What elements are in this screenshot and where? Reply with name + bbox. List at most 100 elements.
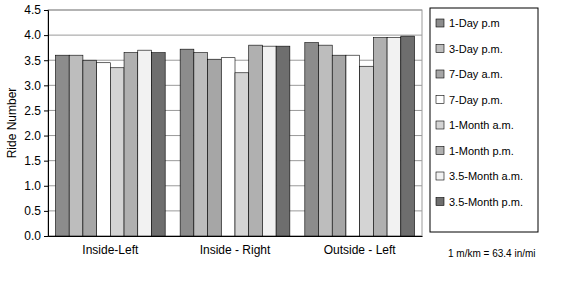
grid: [48, 10, 422, 236]
y-tick: 1.5: [24, 154, 48, 168]
legend-label: 1-Month a.m.: [449, 119, 514, 131]
y-axis: 0.0 0.5 1.0 1.5 2.0 2.5 3.0 3.5 4.0 4.5: [24, 3, 48, 243]
x-tick: Outside - Left: [324, 243, 397, 257]
bar: [97, 63, 111, 236]
y-axis-title: Ride Number: [5, 88, 19, 159]
legend-box: [430, 8, 538, 232]
bar: [346, 55, 360, 236]
y-tick-mark: [44, 60, 48, 61]
annotation: 1 m/km = 63.4 in/mi: [448, 248, 536, 259]
series: [124, 38, 387, 236]
plot-frame: [48, 10, 422, 236]
legend-entry: 7-Day a.m.: [436, 68, 503, 80]
series: [138, 38, 401, 236]
x-tick-label: Outside - Left: [324, 243, 397, 257]
legend: 1-Day p.m 3-Day p.m. 7-Day a.m. 7-Day p.m. 1…: [430, 8, 538, 232]
bar: [69, 55, 83, 236]
y-tick-mark: [44, 211, 48, 212]
y-tick-mark: [44, 85, 48, 86]
y-tick: 2.0: [24, 129, 48, 143]
legend-label: 7-Day p.m.: [449, 94, 503, 106]
y-tick-mark: [44, 161, 48, 162]
y-tick: 4.5: [24, 3, 48, 17]
y-tick-label: 1.0: [24, 179, 41, 193]
chart: 0.0 0.5 1.0 1.5 2.0 2.5 3.0 3.5 4.0 4.5 Inside-Lef…: [0, 0, 568, 281]
plot: 0.0 0.5 1.0 1.5 2.0 2.5 3.0 3.5 4.0 4.5 Inside-Lef…: [24, 3, 422, 256]
bar: [151, 53, 165, 236]
series: [151, 36, 414, 236]
bar: [319, 45, 333, 236]
y-tick: 3.5: [24, 54, 48, 68]
y-tick-mark: [44, 136, 48, 137]
x-tick: Inside-Left: [82, 243, 139, 257]
legend-swatch: [436, 45, 444, 53]
y-tick: 3.0: [24, 79, 48, 93]
legend-entry: 3.5-Month p.m.: [436, 196, 523, 208]
legend-label: 3.5-Month a.m.: [449, 170, 523, 182]
y-tick-label: 4.5: [24, 3, 41, 17]
bar: [276, 46, 290, 236]
bar: [208, 59, 222, 236]
y-tick-label: 2.5: [24, 104, 41, 118]
legend-entry: 3-Day p.m.: [436, 43, 503, 55]
y-tick-label: 1.5: [24, 154, 41, 168]
bar: [262, 46, 276, 236]
bar: [221, 58, 235, 236]
bar: [194, 53, 208, 236]
bar: [249, 45, 263, 236]
bar: [180, 49, 194, 236]
legend-entry: 7-Day p.m.: [436, 94, 503, 106]
bar: [387, 38, 401, 236]
legend-swatch: [436, 19, 444, 27]
x-axis: Inside-Left Inside - Right Outside - Left: [49, 237, 423, 257]
y-tick-label: 4.0: [24, 28, 41, 42]
series: [69, 45, 332, 236]
legend-swatch: [436, 121, 444, 129]
legend-label: 3.5-Month p.m.: [449, 196, 523, 208]
y-tick: 0.0: [24, 229, 48, 243]
bar: [373, 38, 387, 236]
legend-label: 1-Day p.m: [449, 17, 500, 29]
y-tick-label: 3.5: [24, 54, 41, 68]
bar: [401, 36, 415, 236]
x-tick: Inside - Right: [200, 243, 271, 257]
x-tick-label: Inside-Left: [82, 243, 139, 257]
y-tick-mark: [44, 186, 48, 187]
series: [55, 43, 318, 236]
bar: [235, 73, 249, 236]
y-tick-label: 0.0: [24, 229, 41, 243]
y-tick: 2.5: [24, 104, 48, 118]
grid-line: [48, 35, 422, 36]
y-tick-label: 0.5: [24, 204, 41, 218]
bar: [360, 66, 374, 236]
y-tick: 4.0: [24, 28, 48, 42]
bar: [124, 53, 138, 236]
x-axis-line: [49, 236, 423, 237]
legend-entry: 1-Day p.m: [436, 17, 500, 29]
y-tick-mark: [44, 10, 48, 11]
y-axis-line: [44, 11, 49, 237]
y-tick: 0.5: [24, 204, 48, 218]
y-tick-mark: [44, 35, 48, 36]
legend-label: 3-Day p.m.: [449, 43, 503, 55]
bar: [110, 68, 124, 236]
bar: [305, 43, 319, 236]
y-tick-mark: [44, 110, 48, 111]
bar: [55, 55, 69, 236]
x-tick-label: Inside - Right: [200, 243, 271, 257]
legend-label: 1-Month p.m.: [449, 145, 514, 157]
legend-swatch: [436, 147, 444, 155]
y-tick-mark: [44, 236, 48, 237]
legend-entry: 1-Month a.m.: [436, 119, 514, 131]
legend-swatch: [436, 96, 444, 104]
bar: [332, 55, 346, 236]
y-tick-label: 2.0: [24, 129, 41, 143]
y-tick: 1.0: [24, 179, 48, 193]
bar: [83, 60, 97, 236]
y-tick-label: 3.0: [24, 79, 41, 93]
legend-swatch: [436, 172, 444, 180]
legend-entry: 3.5-Month a.m.: [436, 170, 523, 182]
bars: [55, 36, 414, 236]
legend-label: 7-Day a.m.: [449, 68, 503, 80]
legend-entry: 1-Month p.m.: [436, 145, 514, 157]
